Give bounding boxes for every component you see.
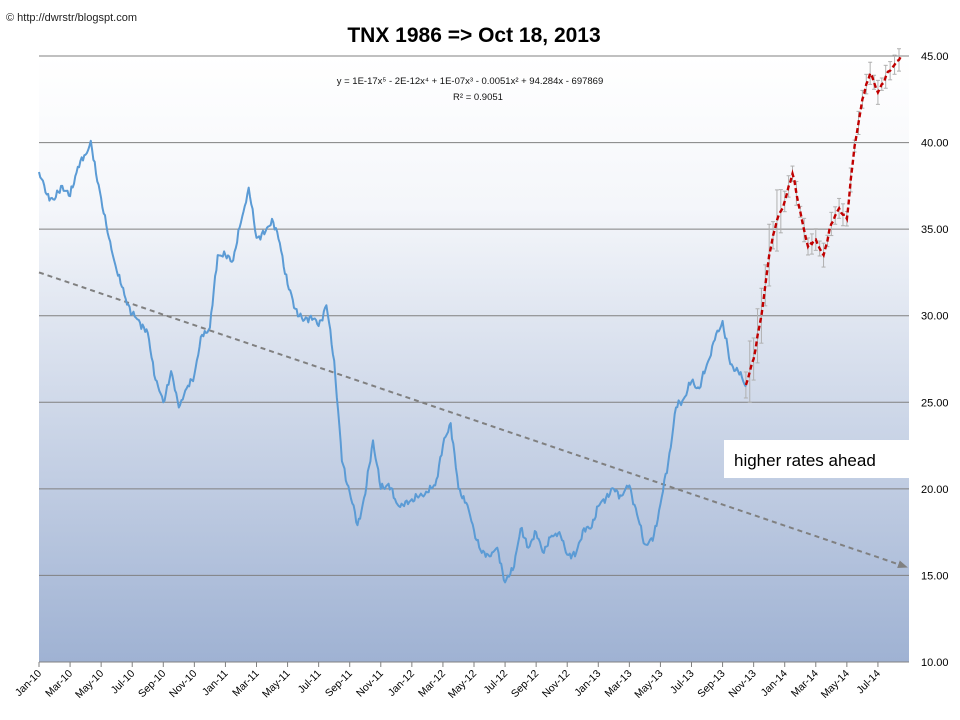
x-tick-label: Nov-10	[167, 668, 200, 701]
x-tick-label: May-14	[819, 668, 852, 701]
x-tick-label: Sep-12	[509, 668, 542, 701]
x-tick-label: Nov-11	[354, 668, 386, 700]
gridlines	[39, 55, 909, 663]
x-tick-label: Sep-10	[136, 668, 169, 701]
x-tick-label: Jan-13	[572, 668, 603, 699]
y-tick-label: 20.00	[921, 484, 949, 496]
x-tick-label: Jul-12	[481, 668, 510, 697]
plot-area	[39, 56, 909, 662]
x-tick-label: Jan-11	[200, 668, 231, 699]
x-tick-label: Mar-11	[230, 668, 262, 700]
projection-line	[744, 55, 903, 386]
x-tick-label: Jul-11	[296, 668, 324, 696]
x-tick-label: Mar-13	[602, 668, 634, 700]
tnx-actual-line	[38, 139, 747, 584]
x-tick-label: May-13	[632, 668, 665, 701]
x-tick-label: Nov-13	[726, 668, 759, 701]
credit-text: © http://dwrstr/blogspt.com	[6, 12, 137, 24]
y-tick-label: 40.00	[921, 138, 949, 150]
y-tick-label: 25.00	[921, 397, 949, 409]
x-tick-label: Jul-13	[668, 668, 697, 697]
annotation-text: higher rates ahead	[734, 451, 876, 470]
x-tick-label: Jan-12	[386, 668, 417, 699]
x-tick-label: Sep-11	[323, 668, 355, 700]
x-tick-label: May-12	[446, 668, 479, 701]
y-tick-label: 45.00	[921, 51, 949, 63]
y-tick-label: 10.00	[921, 657, 949, 669]
x-tick-label: Nov-12	[540, 668, 573, 701]
y-tick-label: 15.00	[921, 570, 949, 582]
y-tick-label: 35.00	[921, 224, 949, 236]
trendline-r2: R² = 0.9051	[453, 92, 503, 103]
trendline-equation: y = 1E-17x⁵ - 2E-12x⁴ + 1E-07x³ - 0.0051…	[337, 76, 604, 87]
x-tick-label: May-11	[260, 668, 293, 701]
x-tick-label: Jul-10	[109, 668, 138, 697]
x-tick-label: Sep-13	[695, 668, 728, 701]
y-tick-label: 30.00	[921, 311, 949, 323]
x-tick-label: Mar-10	[43, 668, 75, 700]
x-tick-label: Jul-14	[854, 668, 883, 697]
annotation-box	[724, 440, 909, 478]
x-tick-label: Mar-14	[789, 668, 821, 700]
x-tick-label: Mar-12	[416, 668, 448, 700]
x-tick-label: Jan-14	[759, 668, 790, 699]
chart-title: TNX 1986 => Oct 18, 2013	[347, 24, 600, 47]
x-tick-label: May-10	[73, 668, 106, 701]
y-axis: 45.00 40.00 35.00 30.00 25.00 20.00 15.00 10.00	[921, 51, 949, 669]
x-tick-label: Jan-10	[13, 668, 44, 699]
